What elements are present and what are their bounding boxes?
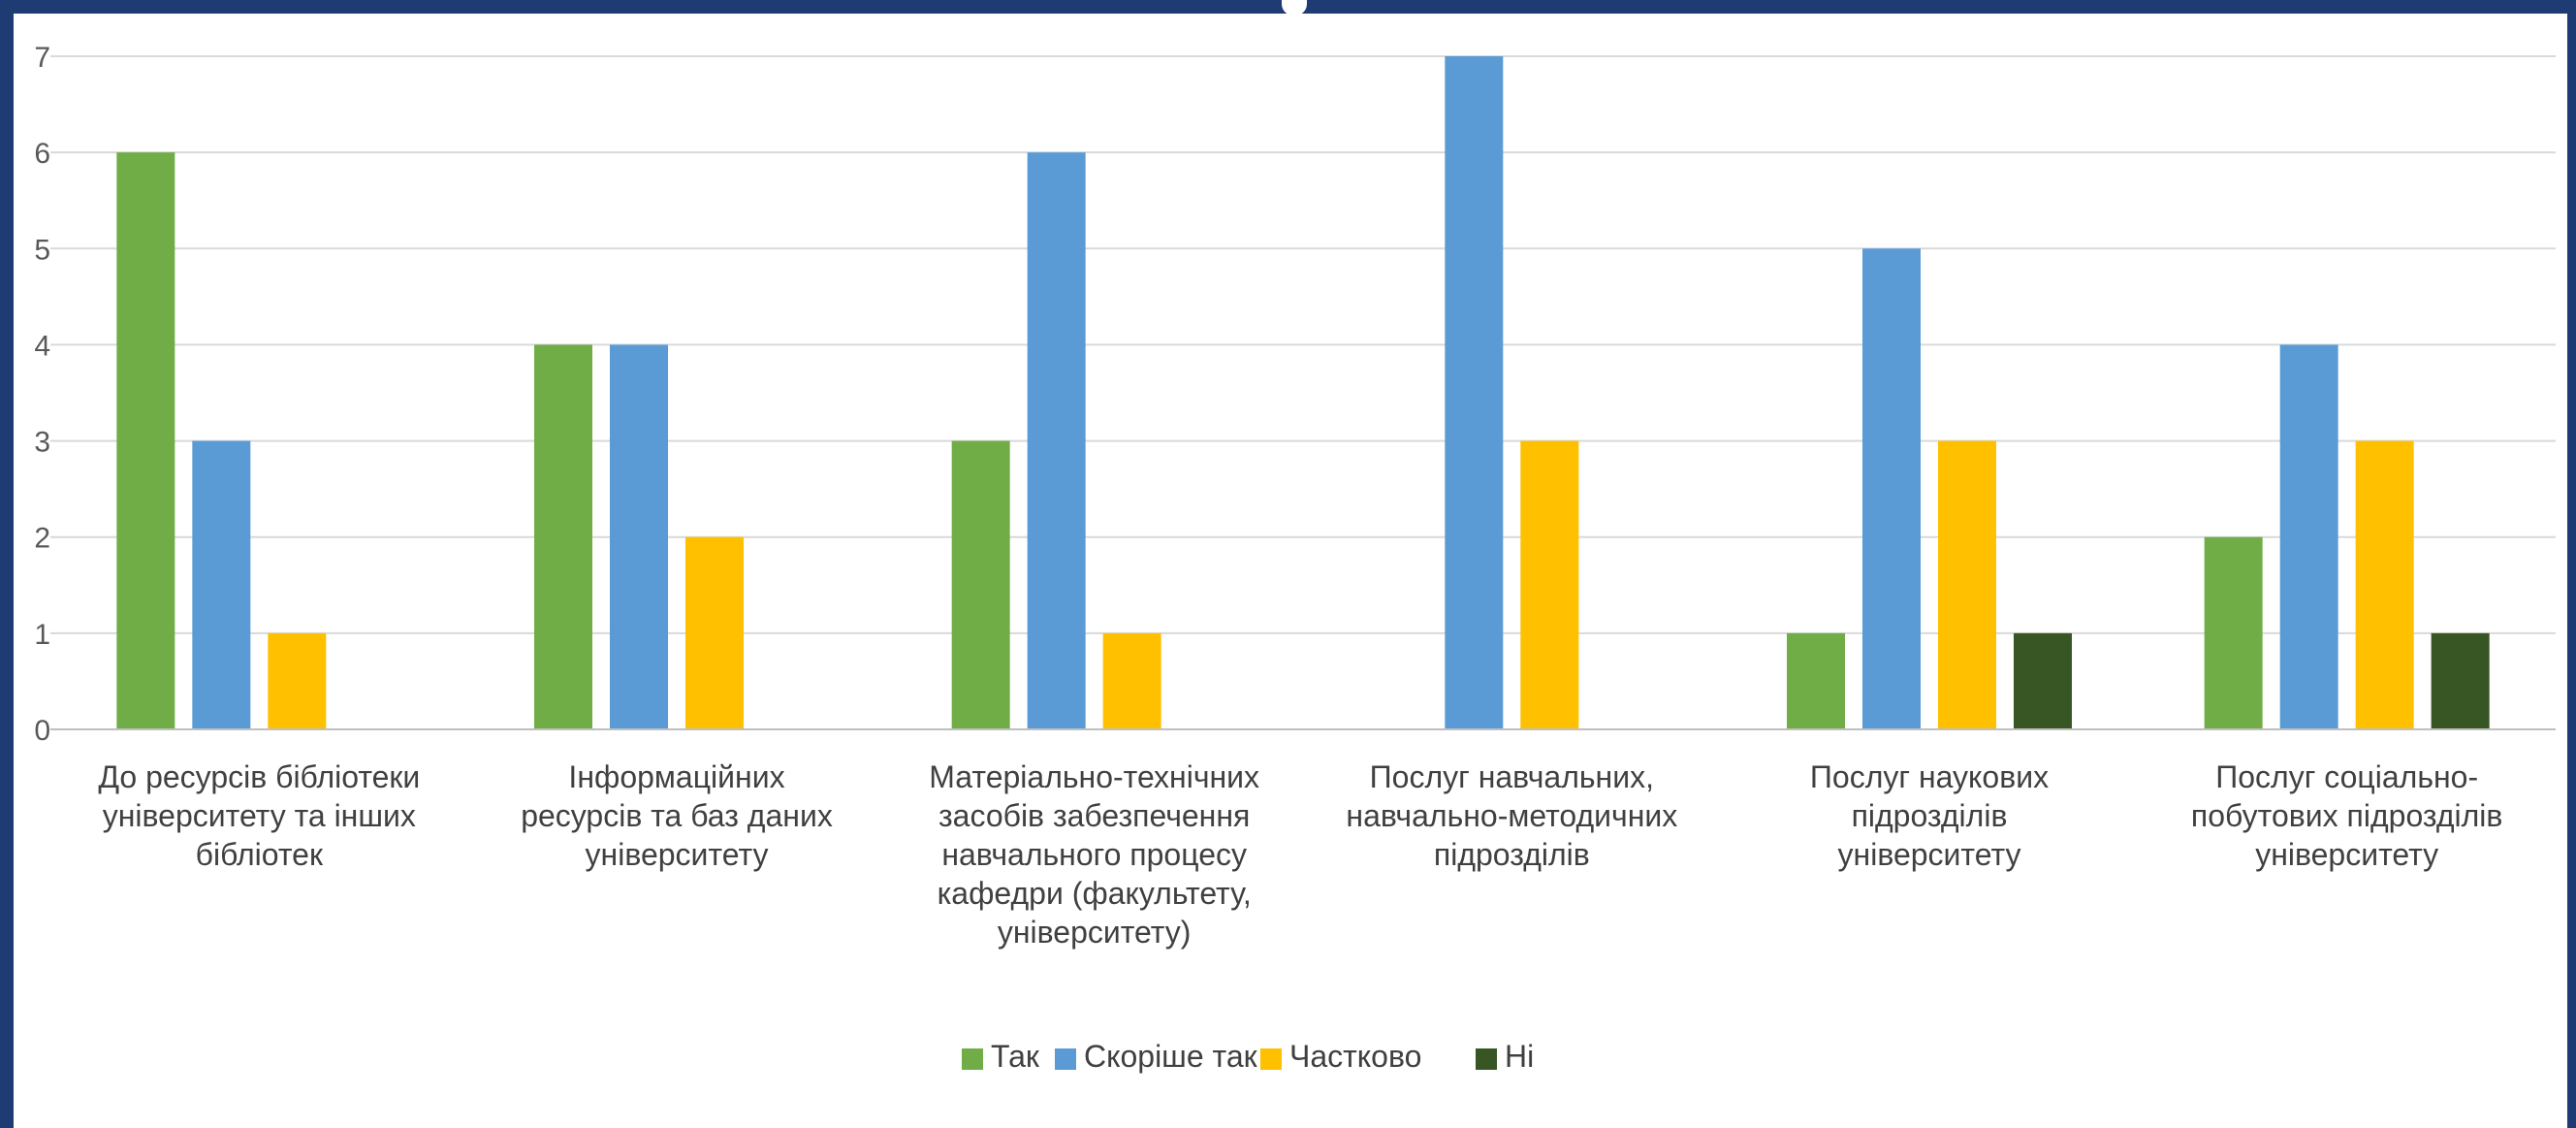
category-label: Матеріально-технічних засобів забезпеченн…	[929, 759, 1259, 950]
legend-swatch	[1055, 1048, 1076, 1070]
category-label: До ресурсів бібліотеки університету та ін…	[98, 759, 420, 872]
bar-1-3	[951, 440, 1010, 729]
y-tick-label: 7	[34, 42, 50, 74]
bar-2-5	[1862, 248, 1921, 729]
bar-1-2	[534, 344, 592, 729]
bar-3-6	[2355, 440, 2414, 729]
bar-1-1	[116, 152, 175, 730]
y-tick-label: 4	[34, 330, 50, 362]
category-label: Послуг навчальних, навчально-методичних пі…	[1346, 759, 1677, 872]
bar-3-4	[1520, 440, 1579, 729]
y-tick-label: 0	[34, 715, 50, 747]
bar-3-1	[268, 632, 327, 729]
category-label: Послуг соціально-побутових підрозділів ун…	[2191, 759, 2502, 872]
frame-notch	[1282, 0, 1307, 16]
y-tick-label: 1	[34, 619, 50, 651]
bar-2-1	[192, 440, 251, 729]
y-tick-label: 5	[34, 234, 50, 266]
bar-4-5	[2014, 632, 2072, 729]
bar-2-3	[1027, 152, 1086, 730]
legend-label: Ні	[1505, 1039, 1534, 1074]
legend-swatch	[1476, 1048, 1497, 1070]
category-label: Інформаційних ресурсів та баз даних універ…	[521, 759, 833, 872]
y-tick-label: 2	[34, 523, 50, 555]
bar-2-2	[610, 344, 668, 729]
y-tick-label: 3	[34, 427, 50, 459]
bar-1-6	[2204, 536, 2263, 729]
bar-4-6	[2431, 632, 2490, 729]
bar-3-3	[1102, 632, 1161, 729]
legend-label: Частково	[1289, 1039, 1421, 1074]
legend-label: Скоріше так	[1084, 1039, 1258, 1074]
legend-swatch	[962, 1048, 983, 1070]
bar-2-4	[1445, 56, 1504, 729]
bar-1-5	[1787, 632, 1845, 729]
bar-3-5	[1938, 440, 1996, 729]
legend-label: Так	[991, 1039, 1040, 1074]
y-tick-label: 6	[34, 138, 50, 170]
bar-3-2	[685, 536, 744, 729]
legend-swatch	[1260, 1048, 1282, 1070]
bar-2-6	[2279, 344, 2338, 729]
category-label: Послуг наукових підрозділів університету	[1810, 759, 2049, 872]
